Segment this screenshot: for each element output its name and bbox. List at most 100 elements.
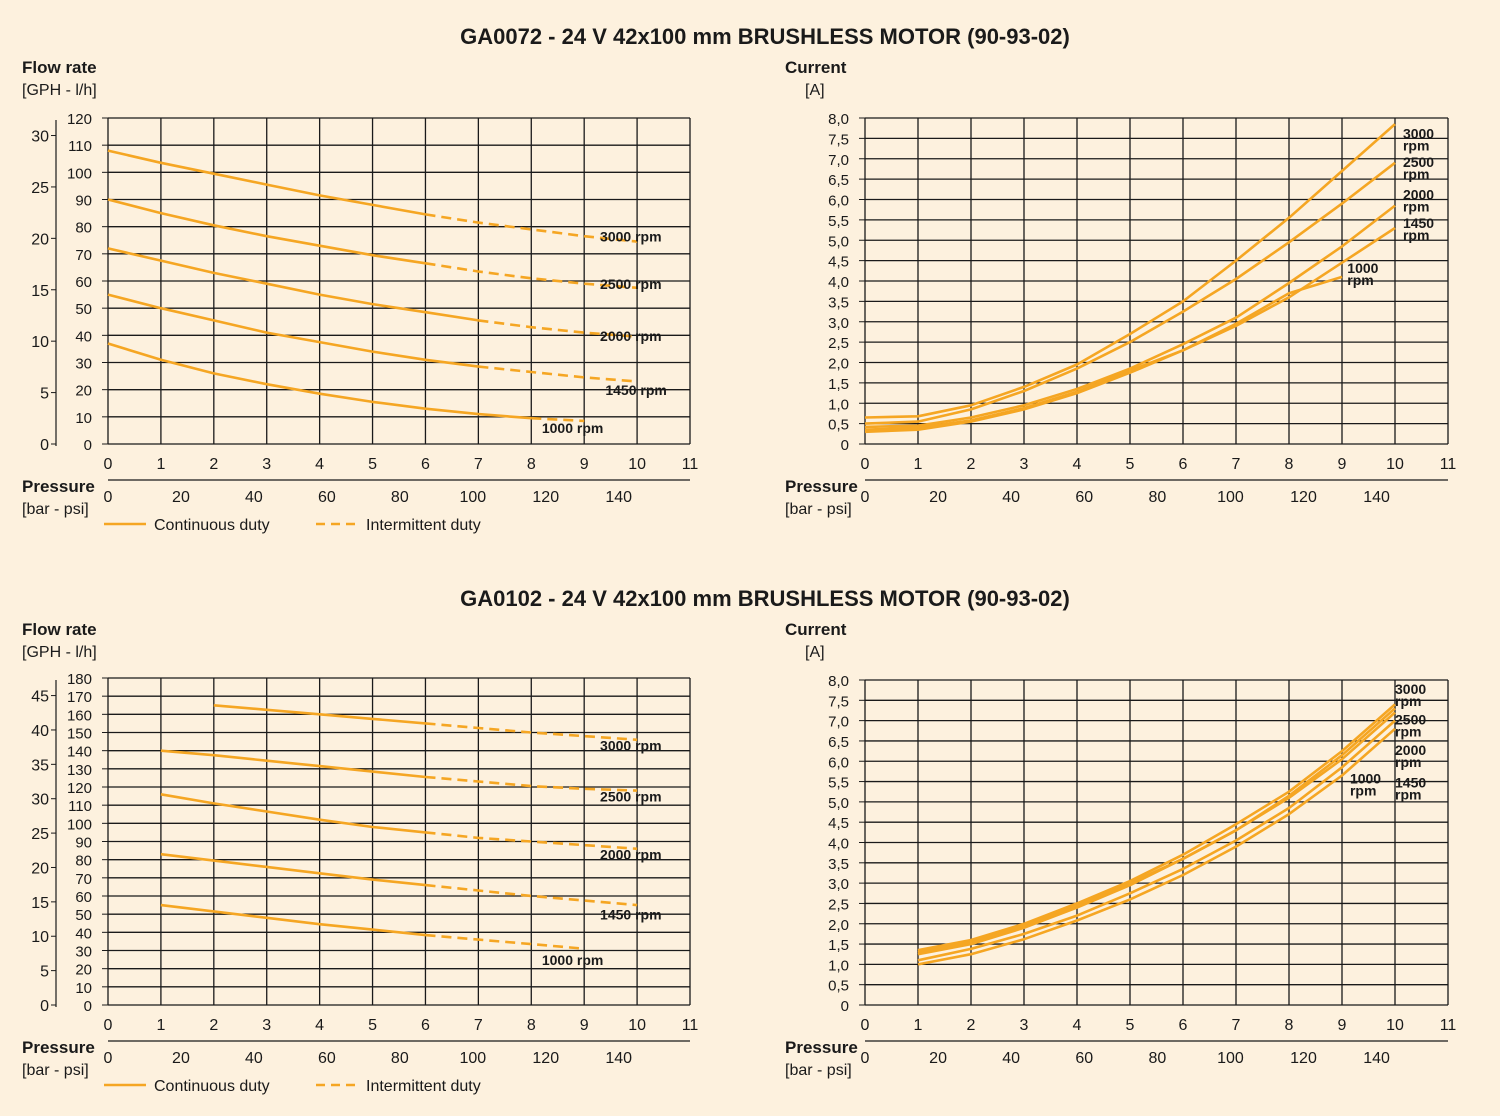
gph-tick-label: 5: [40, 964, 49, 981]
x-axis-title: Pressure: [22, 477, 95, 496]
x-tick-label: 2: [967, 456, 976, 473]
series-label: 1000 rpm: [542, 952, 603, 968]
gph-tick-label: 0: [40, 437, 49, 454]
series-intermittent-line: [425, 722, 638, 742]
x-tick-label: 1: [914, 1017, 923, 1034]
x-tick-label: 5: [368, 456, 377, 473]
y-tick-label: 1,5: [828, 376, 849, 393]
y-tick-label: 50: [75, 301, 92, 318]
psi-tick-label: 120: [532, 489, 559, 506]
y-tick-label: 10: [75, 410, 92, 427]
x-tick-label: 10: [628, 456, 646, 473]
series-label: 3000 rpm: [1403, 125, 1434, 153]
gph-tick-label: 0: [40, 998, 49, 1015]
series-label: 2500 rpm: [600, 789, 661, 805]
x-tick-label: 0: [104, 1017, 113, 1034]
x-tick-label: 0: [861, 1017, 870, 1034]
y-tick-label: 7,0: [828, 152, 849, 169]
y-tick-label: 70: [75, 871, 92, 888]
x-tick-label: 9: [1338, 1017, 1347, 1034]
y-tick-label: 1,5: [828, 937, 849, 954]
psi-tick-label: 40: [245, 1050, 263, 1067]
x-tick-label: 4: [315, 456, 324, 473]
x-tick-label: 7: [474, 456, 483, 473]
y-tick-label: 1,0: [828, 957, 849, 974]
psi-tick-label: 40: [245, 489, 263, 506]
y-tick-label: 100: [67, 816, 92, 833]
x-axis-title: Pressure: [785, 1038, 858, 1057]
psi-tick-label: 60: [1075, 489, 1093, 506]
series-label: 1000 rpm: [1347, 260, 1378, 288]
psi-tick-label: 140: [1363, 489, 1390, 506]
x-tick-label: 10: [1386, 456, 1404, 473]
psi-tick-label: 140: [605, 1050, 632, 1067]
y-tick-label: 80: [75, 853, 92, 870]
x-tick-label: 11: [1440, 1017, 1457, 1034]
y-tick-label: 0,5: [828, 978, 849, 995]
y-tick-label: 6,0: [828, 754, 849, 771]
legend-intermittent-label: Intermittent duty: [366, 517, 481, 534]
x-tick-label: 2: [967, 1017, 976, 1034]
chart-2: 0 1 2 3 4 5 6 7 8 9 10 110 20 40 60 80 100 120 14001020304…: [22, 620, 698, 1095]
x-tick-label: 2: [209, 456, 218, 473]
legend-continuous-label: Continuous duty: [154, 1078, 270, 1095]
series-intermittent-line: [425, 213, 638, 243]
series-continuous-line: [160, 749, 426, 779]
y-tick-label: 20: [75, 383, 92, 400]
psi-tick-label: 120: [1290, 1050, 1317, 1067]
psi-tick-label: 100: [1217, 1050, 1244, 1067]
series-label: 2000 rpm: [600, 328, 661, 344]
y-axis-title: Current: [785, 58, 847, 77]
x-axis-unit: [bar - psi]: [22, 1062, 89, 1079]
y-tick-label: 60: [75, 889, 92, 906]
series-continuous-line: [917, 727, 1396, 966]
series-continuous-line: [160, 852, 426, 887]
gph-tick-label: 40: [31, 723, 49, 740]
series-continuous-line: [107, 149, 426, 216]
psi-tick-label: 20: [172, 489, 190, 506]
x-tick-label: 7: [1232, 456, 1241, 473]
psi-tick-label: 80: [391, 1050, 409, 1067]
psi-tick-label: 120: [1290, 489, 1317, 506]
psi-tick-label: 80: [391, 489, 409, 506]
series-intermittent-line: [425, 883, 638, 907]
x-tick-label: 5: [1126, 1017, 1135, 1034]
series-intermittent-line: [478, 365, 638, 383]
series-continuous-line: [917, 711, 1396, 956]
x-tick-label: 3: [262, 1017, 271, 1034]
x-axis-unit: [bar - psi]: [785, 501, 852, 518]
gph-tick-label: 45: [31, 689, 49, 706]
series-continuous-line: [160, 903, 426, 937]
x-tick-label: 7: [1232, 1017, 1241, 1034]
y-tick-label: 5,0: [828, 795, 849, 812]
psi-tick-label: 0: [861, 489, 870, 506]
x-tick-label: 11: [682, 1017, 699, 1034]
y-tick-label: 160: [67, 707, 92, 724]
x-axis-title: Pressure: [22, 1038, 95, 1057]
psi-tick-label: 40: [1002, 489, 1020, 506]
y-tick-label: 6,5: [828, 172, 849, 189]
series-label: 2500 rpm: [1403, 154, 1434, 182]
y-tick-label: 0: [84, 998, 92, 1015]
gph-tick-label: 30: [31, 129, 49, 146]
x-tick-label: 0: [861, 456, 870, 473]
gph-tick-label: 20: [31, 231, 49, 248]
x-tick-label: 11: [682, 456, 699, 473]
series-label: 2000 rpm: [1403, 187, 1434, 215]
y-tick-label: 1,0: [828, 396, 849, 413]
series-label: 1450 rpm: [605, 382, 666, 398]
series-continuous-line: [107, 342, 532, 420]
y-axis-unit: [GPH - l/h]: [22, 82, 97, 99]
y-tick-label: 170: [67, 689, 92, 706]
y-tick-label: 6,5: [828, 734, 849, 751]
y-tick-label: 7,5: [828, 131, 849, 148]
y-tick-label: 3,5: [828, 856, 849, 873]
y-tick-label: 5,0: [828, 233, 849, 250]
series-continuous-line: [917, 707, 1396, 954]
y-tick-label: 140: [67, 744, 92, 761]
y-tick-label: 0: [84, 437, 92, 454]
psi-tick-label: 80: [1148, 489, 1166, 506]
y-tick-label: 3,5: [828, 294, 849, 311]
x-axis-unit: [bar - psi]: [785, 1062, 852, 1079]
